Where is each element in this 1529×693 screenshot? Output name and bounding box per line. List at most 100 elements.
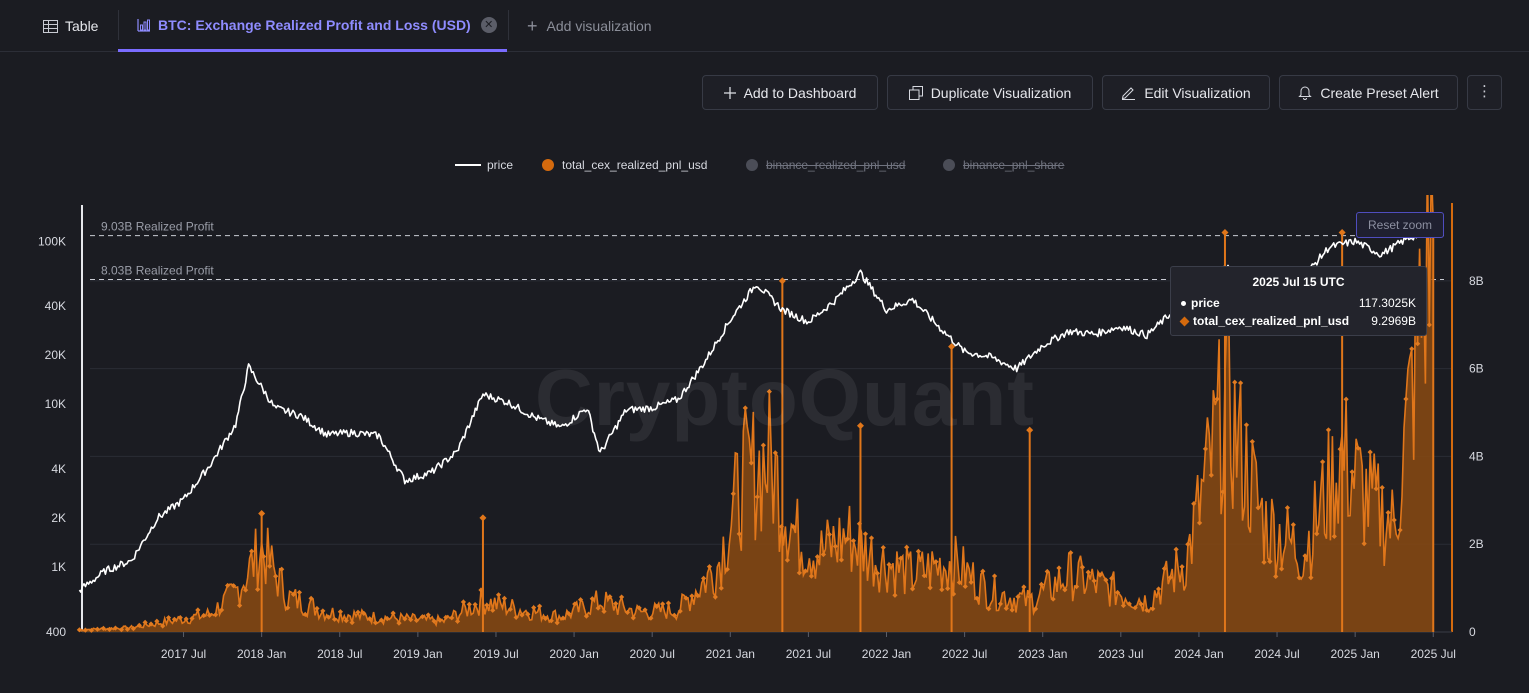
pnl-point (206, 612, 213, 618)
pnl-point (1114, 589, 1121, 596)
more-options-button[interactable]: ⋮ (1467, 75, 1502, 110)
pnl-point (1056, 565, 1062, 571)
pnl-point (1003, 605, 1009, 611)
duplicate-visualization-button[interactable]: Duplicate Visualization (887, 75, 1093, 110)
pnl-point (802, 568, 808, 574)
pnl-point (583, 613, 590, 619)
y-left-tick-label: 4K (51, 462, 66, 476)
pnl-point (302, 611, 308, 618)
x-tick-label: 2020 Jan (549, 647, 598, 661)
pnl-point (177, 615, 183, 621)
pnl-spike-point (856, 422, 864, 430)
tab-table[interactable]: Table (43, 0, 98, 52)
tooltip-label: price (1191, 296, 1220, 310)
pnl-point (624, 609, 631, 615)
pnl-point (1426, 322, 1432, 328)
legend-item-binance-realized-pnl[interactable]: binance_realized_pnl_usd (746, 158, 905, 172)
add-visualization-label: Add visualization (546, 18, 652, 34)
pnl-point (296, 589, 302, 596)
pnl-point (796, 570, 802, 576)
x-tick-label: 2022 Jul (942, 647, 987, 661)
legend-label: total_cex_realized_pnl_usd (562, 158, 708, 172)
legend-label: binance_realized_pnl_usd (766, 158, 906, 172)
x-tick-label: 2019 Jul (473, 647, 518, 661)
pnl-point (1103, 577, 1109, 583)
y-right-tick-label: 4B (1469, 449, 1484, 463)
add-visualization-tab[interactable]: + Add visualization (527, 0, 652, 52)
y-left-tick-label: 2K (51, 511, 66, 525)
x-tick-label: 2020 Jul (629, 647, 674, 661)
pnl-spike-point (778, 277, 786, 285)
pnl-point (974, 595, 980, 601)
add-to-dashboard-button[interactable]: Add to Dashboard (702, 75, 878, 110)
pnl-point (648, 615, 654, 621)
pnl-point (790, 524, 796, 530)
x-tick-label: 2021 Jul (786, 647, 831, 661)
pnl-point (314, 605, 320, 612)
pnl-point (1273, 573, 1279, 580)
pnl-point (1161, 566, 1168, 572)
tooltip-row-pnl: total_cex_realized_pnl_usd 9.2969B (1179, 312, 1416, 330)
pnl-point (124, 626, 131, 632)
pnl-point (808, 573, 815, 579)
dot-icon (943, 159, 955, 171)
legend-item-binance-pnl-share[interactable]: binance_pnl_share (943, 158, 1064, 172)
chart-canvas[interactable]: 100K 40K 20K 10K 4K 2K 1K 400 8B 6B 4B 2B 0 2017 Jul 2… (0, 195, 1529, 693)
pnl-point (507, 606, 513, 612)
pnl-spike-point (479, 514, 487, 522)
pnl-point (396, 620, 402, 626)
tab-chart[interactable]: BTC: Exchange Realized Profit and Loss (… (118, 0, 507, 52)
pnl-point (326, 614, 332, 620)
pnl-point (618, 594, 625, 600)
y-right-tick-label: 0 (1469, 625, 1476, 639)
pnl-spike-point (1338, 229, 1346, 237)
pnl-point (1062, 587, 1068, 593)
pnl-point (431, 618, 437, 624)
pnl-point (154, 618, 160, 624)
pnl-point (595, 605, 601, 611)
close-icon[interactable]: ✕ (480, 16, 497, 33)
pnl-point (915, 548, 921, 554)
create-preset-alert-button[interactable]: Create Preset Alert (1279, 75, 1458, 110)
edit-visualization-button[interactable]: Edit Visualization (1102, 75, 1270, 110)
x-tick-label: 2018 Jul (317, 647, 362, 661)
pnl-area (79, 195, 1434, 632)
tooltip-label: total_cex_realized_pnl_usd (1193, 314, 1350, 328)
x-tick-label: 2025 Jul (1411, 647, 1456, 661)
pnl-point (495, 592, 502, 598)
pnl-point (237, 602, 243, 609)
pnl-point (772, 450, 778, 456)
pnl-point (513, 614, 519, 621)
circle-marker-icon (1181, 301, 1186, 307)
pnl-point (712, 594, 718, 600)
pnl-spike-point (1221, 229, 1229, 237)
pnl-point (1038, 581, 1045, 587)
chart-legend: price total_cex_realized_pnl_usd binance… (0, 158, 1529, 176)
pnl-point (460, 599, 467, 605)
reference-label: 8.03B Realized Profit (101, 264, 214, 278)
legend-label: price (487, 158, 514, 172)
pnl-point (320, 608, 326, 614)
pnl-spike-point (948, 343, 956, 351)
pnl-point (814, 554, 821, 560)
x-tick-label: 2025 Jan (1330, 647, 1379, 661)
y-left-tick-label: 10K (45, 397, 66, 411)
pnl-point (1232, 379, 1238, 385)
dot-icon (542, 159, 554, 171)
pnl-point (898, 555, 904, 562)
pnl-point (419, 614, 426, 620)
legend-item-price[interactable]: price (455, 158, 513, 172)
reset-zoom-button[interactable]: Reset zoom (1356, 212, 1444, 238)
pnl-point (243, 587, 249, 593)
x-tick-label: 2022 Jan (862, 647, 911, 661)
pnl-point (1032, 606, 1039, 612)
pnl-point (337, 609, 344, 615)
legend-item-total-cex-realized-pnl[interactable]: total_cex_realized_pnl_usd (542, 158, 707, 172)
pnl-point (548, 618, 554, 624)
pnl-point (1144, 607, 1150, 613)
x-tick-label: 2023 Jul (1098, 647, 1143, 661)
watermark: CryptoQuant (535, 353, 1035, 442)
pnl-point (1385, 509, 1391, 516)
pnl-point (636, 605, 642, 611)
pnl-point (1373, 486, 1379, 492)
